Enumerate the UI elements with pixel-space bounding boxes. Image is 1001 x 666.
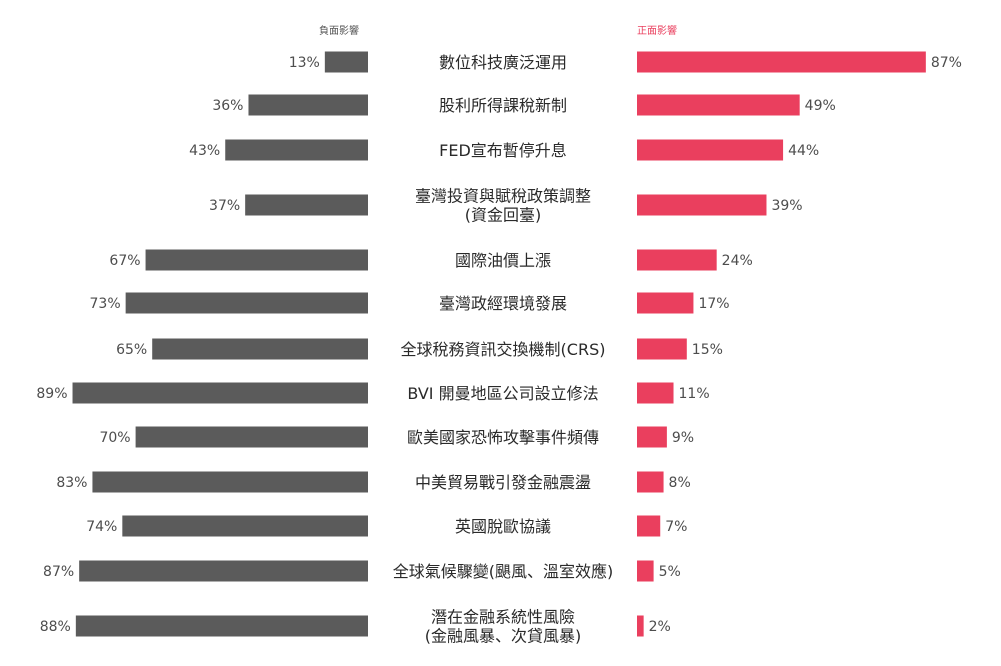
bars-group: 13% 87% 數位科技廣泛運用 36% 49% 股利所得課稅新制 43% 44% FED宣布暫… xyxy=(36,51,962,646)
bar-negative xyxy=(79,560,368,582)
bar-positive xyxy=(637,292,694,314)
legend-positive: 正面影響 xyxy=(637,24,677,37)
data-label-negative: 43% xyxy=(189,143,220,159)
data-label-negative: 73% xyxy=(90,296,121,312)
data-label-negative: 36% xyxy=(212,98,243,114)
data-label-positive: 5% xyxy=(659,564,681,580)
category-label: 英國脫歐協議 xyxy=(455,517,551,536)
category-label: 中美貿易戰引發金融震盪 xyxy=(415,473,591,492)
bar-positive xyxy=(637,194,767,216)
bar-negative xyxy=(152,338,368,360)
data-label-positive: 2% xyxy=(649,619,671,635)
data-label-positive: 7% xyxy=(665,519,687,535)
data-label-positive: 24% xyxy=(722,253,753,269)
bar-negative xyxy=(72,382,369,404)
bar-negative xyxy=(225,139,368,161)
category-label: 臺灣投資與賦稅政策調整 xyxy=(415,187,591,206)
data-label-negative: 89% xyxy=(36,386,67,402)
data-label-positive: 9% xyxy=(672,430,694,446)
bar-negative xyxy=(324,51,368,73)
bar-positive xyxy=(637,515,661,537)
legend-negative: 負面影響 xyxy=(319,24,359,37)
data-label-positive: 11% xyxy=(679,386,710,402)
bar-positive xyxy=(637,615,644,637)
bar-negative xyxy=(245,194,368,216)
category-label: 股利所得課稅新制 xyxy=(439,96,567,115)
data-label-negative: 88% xyxy=(40,619,71,635)
bar-positive xyxy=(637,51,926,73)
category-label: 歐美國家恐怖攻擊事件頻傳 xyxy=(407,428,599,447)
data-label-positive: 8% xyxy=(669,475,691,491)
data-label-positive: 44% xyxy=(788,143,819,159)
category-label: 數位科技廣泛運用 xyxy=(439,53,567,72)
category-label: (金融風暴、次貸風暴) xyxy=(425,627,582,646)
category-label: (資金回臺) xyxy=(465,206,542,225)
category-label: 潛在金融系統性風險 xyxy=(431,608,575,627)
data-label-negative: 83% xyxy=(56,475,87,491)
data-label-positive: 87% xyxy=(931,55,962,71)
category-label: 全球稅務資訊交換機制(CRS) xyxy=(401,340,606,359)
category-label: 國際油價上漲 xyxy=(455,251,551,270)
bar-negative xyxy=(135,426,368,448)
bar-positive xyxy=(637,560,654,582)
bar-negative xyxy=(75,615,368,637)
data-label-positive: 15% xyxy=(692,342,723,358)
data-label-negative: 13% xyxy=(289,55,320,71)
bar-positive xyxy=(637,338,687,360)
bar-negative xyxy=(248,94,368,116)
category-label: 臺灣政經環境發展 xyxy=(439,294,567,313)
data-label-negative: 67% xyxy=(109,253,140,269)
bar-positive xyxy=(637,426,667,448)
bar-positive xyxy=(637,249,717,271)
bar-positive xyxy=(637,139,784,161)
data-label-positive: 49% xyxy=(805,98,836,114)
category-label: FED宣布暫停升息 xyxy=(439,141,567,160)
data-label-negative: 65% xyxy=(116,342,147,358)
data-label-positive: 17% xyxy=(698,296,729,312)
data-label-positive: 39% xyxy=(771,198,802,214)
bar-negative xyxy=(145,249,368,271)
data-label-negative: 74% xyxy=(86,519,117,535)
category-label: 全球氣候驟變(颶風、溫室效應) xyxy=(393,562,614,581)
bar-negative xyxy=(125,292,368,314)
category-label: BVI 開曼地區公司設立修法 xyxy=(407,384,598,403)
data-label-negative: 37% xyxy=(209,198,240,214)
bar-negative xyxy=(122,515,368,537)
bar-positive xyxy=(637,94,800,116)
bar-positive xyxy=(637,471,664,493)
data-label-negative: 70% xyxy=(99,430,130,446)
data-label-negative: 87% xyxy=(43,564,74,580)
bar-positive xyxy=(637,382,674,404)
bar-negative xyxy=(92,471,368,493)
